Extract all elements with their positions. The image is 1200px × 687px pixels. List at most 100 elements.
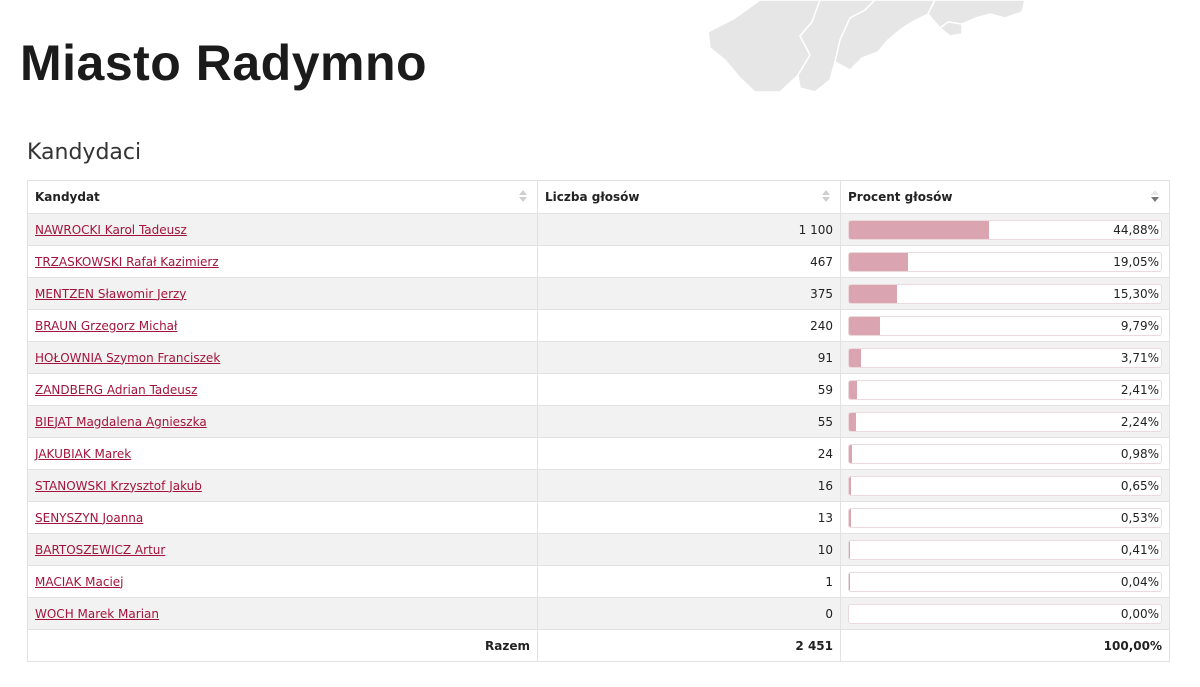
candidate-cell: MACIAK Maciej [27, 565, 538, 598]
votes-cell: 55 [537, 405, 841, 438]
percent-cell: 15,30% [840, 277, 1170, 310]
candidate-cell: NAWROCKI Karol Tadeusz [27, 213, 538, 246]
column-header-percent[interactable]: Procent głosów [840, 180, 1170, 214]
table-row: BIEJAT Magdalena Agnieszka 55 2,24% [27, 405, 1170, 438]
region-map-fragment [707, 0, 1026, 93]
candidate-cell: SENYSZYN Joanna [27, 501, 538, 534]
percent-bar: 3,71% [848, 347, 1162, 368]
column-header-label: Liczba głosów [545, 190, 640, 204]
candidate-cell: ZANDBERG Adrian Tadeusz [27, 373, 538, 406]
candidate-link[interactable]: SENYSZYN Joanna [35, 510, 144, 525]
percent-bar: 2,24% [848, 411, 1162, 432]
candidate-link[interactable]: MACIAK Maciej [35, 574, 124, 589]
table-row: BARTOSZEWICZ Artur 10 0,41% [27, 533, 1170, 566]
candidate-link[interactable]: BARTOSZEWICZ Artur [35, 542, 166, 557]
candidate-link[interactable]: BRAUN Grzegorz Michał [35, 318, 178, 333]
table-body: NAWROCKI Karol Tadeusz 1 100 44,88% TRZA… [27, 213, 1170, 630]
total-label: Razem [27, 629, 538, 662]
table-row: MENTZEN Sławomir Jerzy 375 15,30% [27, 277, 1170, 310]
percent-cell: 2,24% [840, 405, 1170, 438]
candidate-link[interactable]: TRZASKOWSKI Rafał Kazimierz [35, 254, 219, 269]
candidate-link[interactable]: BIEJAT Magdalena Agnieszka [35, 414, 207, 429]
percent-bar: 0,98% [848, 443, 1162, 464]
votes-cell: 1 [537, 565, 841, 598]
candidate-link[interactable]: NAWROCKI Karol Tadeusz [35, 222, 187, 237]
votes-cell: 13 [537, 501, 841, 534]
candidate-link[interactable]: HOŁOWNIA Szymon Franciszek [35, 350, 221, 365]
column-header-candidate[interactable]: Kandydat [27, 180, 538, 214]
candidate-cell: TRZASKOWSKI Rafał Kazimierz [27, 245, 538, 278]
candidate-cell: BARTOSZEWICZ Artur [27, 533, 538, 566]
percent-cell: 0,00% [840, 597, 1170, 630]
percent-label: 19,05% [1113, 254, 1159, 269]
percent-bar: 44,88% [848, 219, 1162, 240]
percent-bar: 2,41% [848, 379, 1162, 400]
percent-label: 0,53% [1120, 510, 1159, 525]
sort-descending-icon[interactable] [1151, 190, 1159, 206]
candidate-link[interactable]: WOCH Marek Marian [35, 606, 159, 621]
percent-bar: 0,65% [848, 475, 1162, 496]
candidate-cell: MENTZEN Sławomir Jerzy [27, 277, 538, 310]
percent-bar-fill [849, 380, 857, 399]
percent-bar: 0,41% [848, 539, 1162, 560]
table-row: TRZASKOWSKI Rafał Kazimierz 467 19,05% [27, 245, 1170, 278]
table-row: BRAUN Grzegorz Michał 240 9,79% [27, 309, 1170, 342]
total-votes: 2 451 [537, 629, 841, 662]
votes-cell: 24 [537, 437, 841, 470]
percent-bar-fill [849, 540, 851, 559]
percent-cell: 44,88% [840, 213, 1170, 246]
candidate-cell: BIEJAT Magdalena Agnieszka [27, 405, 538, 438]
candidate-link[interactable]: ZANDBERG Adrian Tadeusz [35, 382, 198, 397]
table-row: ZANDBERG Adrian Tadeusz 59 2,41% [27, 373, 1170, 406]
votes-cell: 10 [537, 533, 841, 566]
percent-label: 3,71% [1120, 350, 1159, 365]
percent-cell: 2,41% [840, 373, 1170, 406]
votes-cell: 91 [537, 341, 841, 374]
percent-bar: 9,79% [848, 315, 1162, 336]
percent-label: 9,79% [1120, 318, 1159, 333]
percent-label: 15,30% [1113, 286, 1159, 301]
votes-cell: 0 [537, 597, 841, 630]
percent-cell: 19,05% [840, 245, 1170, 278]
column-header-votes[interactable]: Liczba głosów [537, 180, 841, 214]
table-total-row: Razem 2 451 100,00% [27, 629, 1170, 662]
table-row: NAWROCKI Karol Tadeusz 1 100 44,88% [27, 213, 1170, 246]
page-title: Miasto Radymno [20, 35, 428, 91]
table-row: JAKUBIAK Marek 24 0,98% [27, 437, 1170, 470]
percent-label: 2,24% [1120, 414, 1159, 429]
votes-cell: 467 [537, 245, 841, 278]
percent-bar: 0,04% [848, 571, 1162, 592]
sort-icon[interactable] [822, 190, 830, 206]
percent-bar: 0,00% [848, 603, 1162, 624]
percent-bar-fill [849, 476, 852, 495]
percent-label: 2,41% [1120, 382, 1159, 397]
candidate-cell: BRAUN Grzegorz Michał [27, 309, 538, 342]
candidate-link[interactable]: JAKUBIAK Marek [35, 446, 132, 461]
candidate-cell: JAKUBIAK Marek [27, 437, 538, 470]
percent-cell: 0,65% [840, 469, 1170, 502]
candidate-link[interactable]: STANOWSKI Krzysztof Jakub [35, 478, 202, 493]
percent-bar: 19,05% [848, 251, 1162, 272]
table-row: STANOWSKI Krzysztof Jakub 16 0,65% [27, 469, 1170, 502]
percent-bar: 15,30% [848, 283, 1162, 304]
percent-cell: 0,53% [840, 501, 1170, 534]
section-title: Kandydaci [27, 140, 142, 165]
votes-cell: 240 [537, 309, 841, 342]
candidate-cell: STANOWSKI Krzysztof Jakub [27, 469, 538, 502]
table-row: HOŁOWNIA Szymon Franciszek 91 3,71% [27, 341, 1170, 374]
percent-label: 0,98% [1120, 446, 1159, 461]
percent-bar-fill [849, 252, 909, 271]
percent-bar-fill [849, 348, 861, 367]
percent-bar: 0,53% [848, 507, 1162, 528]
candidate-cell: HOŁOWNIA Szymon Franciszek [27, 341, 538, 374]
percent-label: 44,88% [1113, 222, 1159, 237]
percent-bar-fill [849, 508, 851, 527]
total-percent: 100,00% [840, 629, 1170, 662]
sort-icon[interactable] [519, 190, 527, 206]
votes-cell: 1 100 [537, 213, 841, 246]
percent-cell: 0,98% [840, 437, 1170, 470]
candidate-link[interactable]: MENTZEN Sławomir Jerzy [35, 286, 187, 301]
votes-cell: 59 [537, 373, 841, 406]
votes-cell: 16 [537, 469, 841, 502]
percent-label: 0,04% [1120, 574, 1159, 589]
